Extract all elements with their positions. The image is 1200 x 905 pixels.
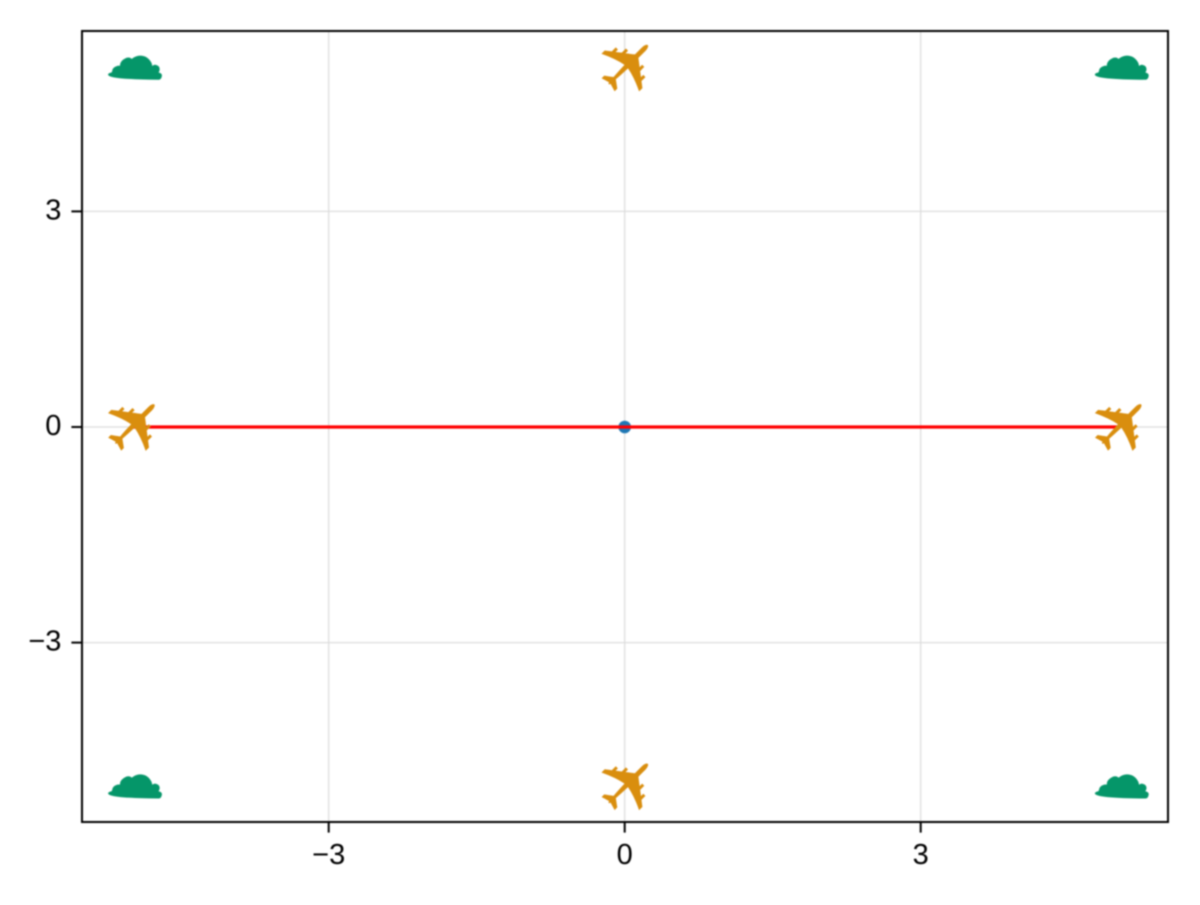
svg-text:0: 0 bbox=[45, 410, 61, 442]
svg-text:−3: −3 bbox=[312, 839, 345, 871]
svg-text:3: 3 bbox=[45, 194, 61, 226]
svg-text:0: 0 bbox=[617, 839, 633, 871]
svg-text:3: 3 bbox=[913, 839, 929, 871]
svg-text:−3: −3 bbox=[28, 626, 61, 658]
